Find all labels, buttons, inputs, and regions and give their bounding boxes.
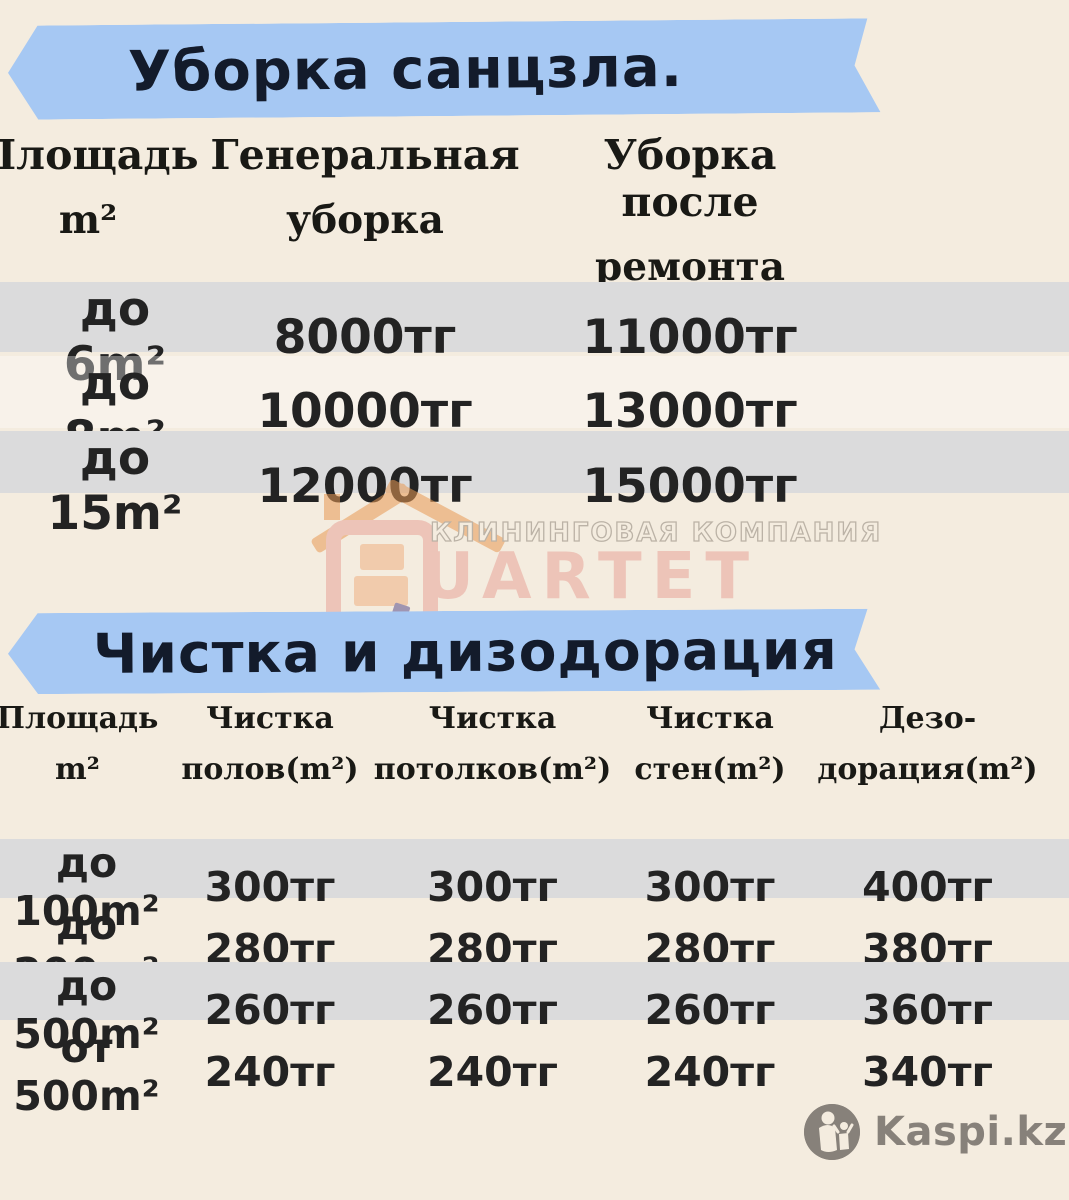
bathroom-table-header-row: Площадь m² Генеральная уборка Уборка пос… <box>0 131 840 291</box>
logo-brand-text: UARTET <box>422 540 759 614</box>
cleaning-section-title: Чистка и дизодорация <box>92 617 838 686</box>
logo-window-icon <box>354 576 408 606</box>
cleaning-table-header-row: Площадь m² Чистка полов(m²) Чистка потол… <box>0 702 1045 785</box>
kaspi-watermark: Kaspi.kz <box>804 1104 1067 1160</box>
table-row: от 500m² 240тг 240тг 240тг 340тг <box>13 1024 993 1120</box>
header-general-cleaning: Генеральная уборка <box>210 131 520 244</box>
header-area: Площадь m² <box>0 131 199 244</box>
kaspi-figures-icon <box>804 1104 860 1160</box>
quartet-logo: КЛИНИНГОВАЯ КОМПАНИЯ UARTET <box>288 478 883 638</box>
bathroom-section-banner: Уборка санцзла. <box>8 18 889 120</box>
header-deodorization: Дезо- дорация(m²) <box>817 701 1038 787</box>
table-row: до 500m² 260тг 260тг 260тг 360тг <box>0 962 1069 1058</box>
header-walls: Чистка стен(m²) <box>634 701 786 787</box>
bathroom-section-title: Уборка санцзла. <box>127 34 684 105</box>
table-row: до 6m² 8000тг 11000тг <box>0 282 1069 392</box>
table-row: до 8m² 10000тг 13000тг <box>0 356 1069 466</box>
kaspi-label: Kaspi.kz <box>874 1109 1068 1155</box>
table-row: до 100m² 300тг 300тг 300тг 400тг <box>0 839 1069 935</box>
logo-chimney <box>324 494 340 520</box>
table-row: до 15m² 12000тг 15000тг <box>0 431 1069 541</box>
header-after-repair: Уборка после ремонта <box>595 131 785 291</box>
cleaning-section-banner: Чистка и дизодорация <box>8 609 888 695</box>
header-area: Площадь m² <box>0 701 159 787</box>
header-floors: Чистка полов(m²) <box>181 701 359 787</box>
logo-window-icon <box>360 544 404 570</box>
header-ceilings: Чистка потолков(m²) <box>373 701 612 787</box>
kaspi-logo-icon <box>804 1104 860 1160</box>
table-row: до 200m² 280тг 280тг 280тг 380тг <box>13 901 993 997</box>
logo-tagline: КЛИНИНГОВАЯ КОМПАНИЯ <box>429 517 883 548</box>
